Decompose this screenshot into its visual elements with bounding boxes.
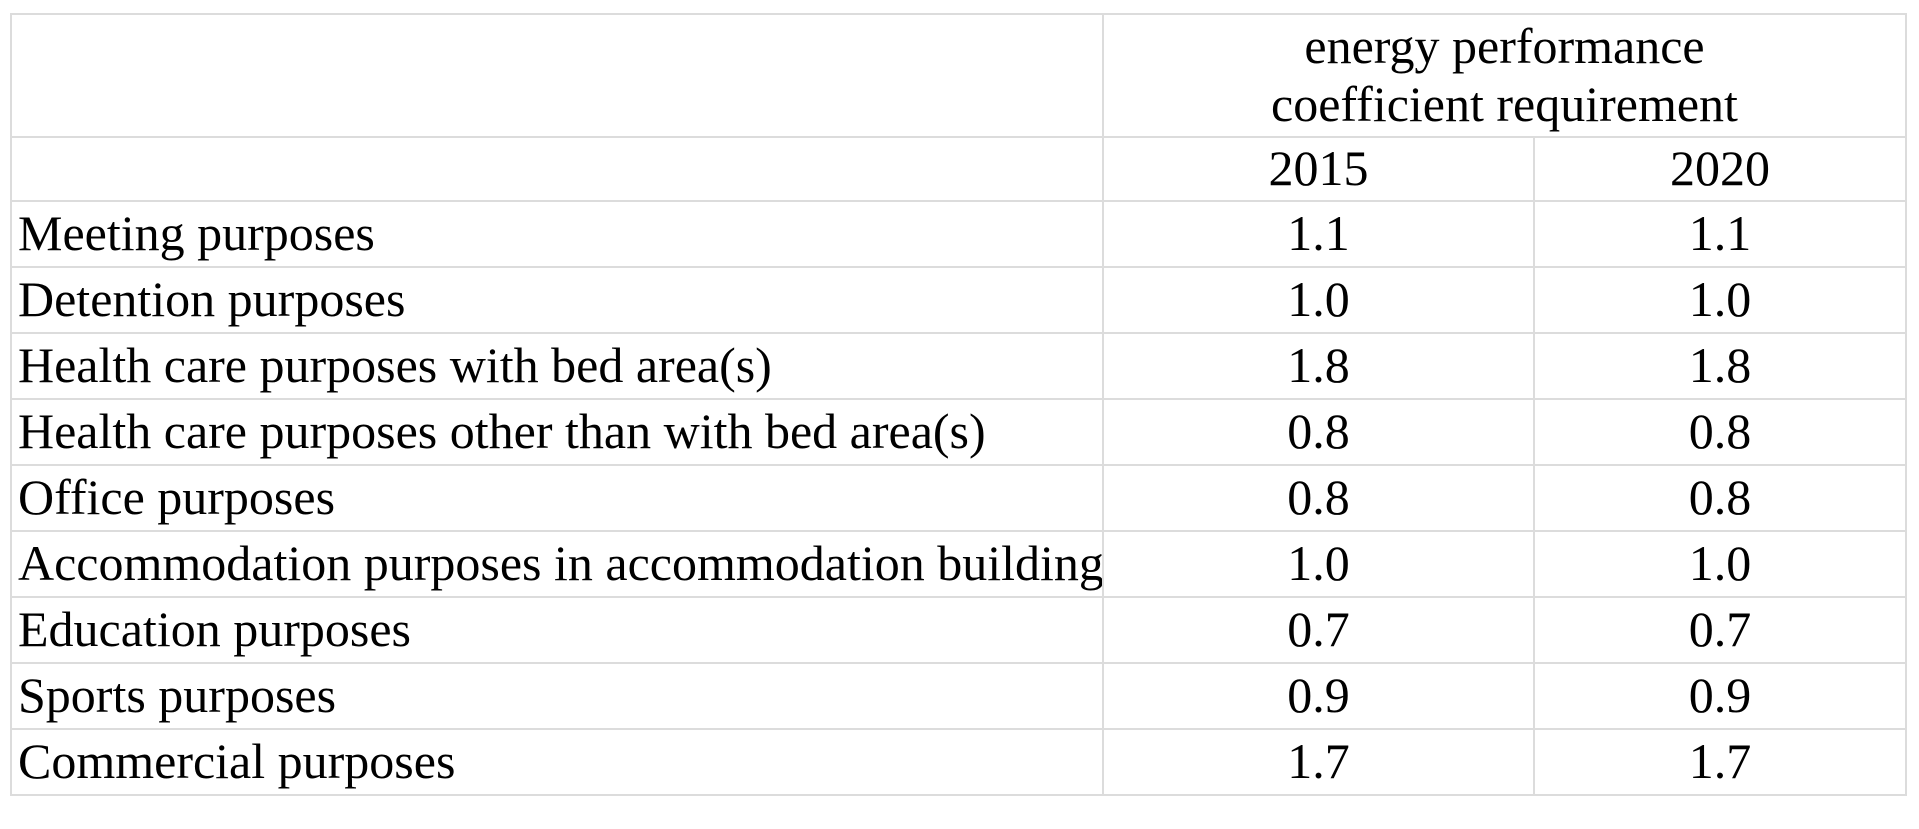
table-row: Commercial purposes 1.7 1.7: [10, 728, 1907, 796]
table-row: Accommodation purposes in accommodation …: [10, 530, 1907, 598]
table-row: Meeting purposes 1.1 1.1: [10, 200, 1907, 268]
row-label: Health care purposes other than with bed…: [10, 398, 1104, 466]
row-value-2020: 1.1: [1533, 200, 1907, 268]
row-value-2015: 1.1: [1102, 200, 1535, 268]
row-label: Education purposes: [10, 596, 1104, 664]
row-value-2020: 1.8: [1533, 332, 1907, 400]
row-value-2015: 0.8: [1102, 398, 1535, 466]
row-label: Accommodation purposes in accommodation …: [10, 530, 1104, 598]
row-value-2020: 0.8: [1533, 398, 1907, 466]
table-row: Detention purposes 1.0 1.0: [10, 266, 1907, 334]
table-row: Health care purposes other than with bed…: [10, 398, 1907, 466]
table-row-group-header: energy performance coefficient requireme…: [10, 13, 1907, 138]
row-value-2015: 1.7: [1102, 728, 1535, 796]
row-value-2015: 1.0: [1102, 530, 1535, 598]
group-header-line1: energy performance: [1304, 18, 1705, 74]
row-value-2020: 1.7: [1533, 728, 1907, 796]
row-value-2020: 0.9: [1533, 662, 1907, 730]
table-row: Health care purposes with bed area(s) 1.…: [10, 332, 1907, 400]
row-label: Commercial purposes: [10, 728, 1104, 796]
row-value-2015: 1.8: [1102, 332, 1535, 400]
row-value-2020: 1.0: [1533, 530, 1907, 598]
row-value-2020: 0.7: [1533, 596, 1907, 664]
table-row: Education purposes 0.7 0.7: [10, 596, 1907, 664]
row-value-2015: 0.7: [1102, 596, 1535, 664]
row-label: Detention purposes: [10, 266, 1104, 334]
year-header-2015: 2015: [1102, 136, 1535, 202]
row-label: Office purposes: [10, 464, 1104, 532]
row-label: Sports purposes: [10, 662, 1104, 730]
year-header-2020: 2020: [1533, 136, 1907, 202]
row-label: Meeting purposes: [10, 200, 1104, 268]
row-value-2015: 0.9: [1102, 662, 1535, 730]
table-row: Office purposes 0.8 0.8: [10, 464, 1907, 532]
table-row-years: 2015 2020: [10, 136, 1907, 202]
energy-performance-table: energy performance coefficient requireme…: [10, 13, 1907, 796]
corner-empty-cell: [10, 13, 1104, 138]
group-header-line2: coefficient requirement: [1271, 75, 1738, 132]
row-label: Health care purposes with bed area(s): [10, 332, 1104, 400]
row-value-2015: 0.8: [1102, 464, 1535, 532]
table-row: Sports purposes 0.9 0.9: [10, 662, 1907, 730]
row-value-2015: 1.0: [1102, 266, 1535, 334]
group-header-cell: energy performance coefficient requireme…: [1102, 13, 1907, 138]
row-value-2020: 1.0: [1533, 266, 1907, 334]
row-value-2020: 0.8: [1533, 464, 1907, 532]
years-row-empty-cell: [10, 136, 1104, 202]
